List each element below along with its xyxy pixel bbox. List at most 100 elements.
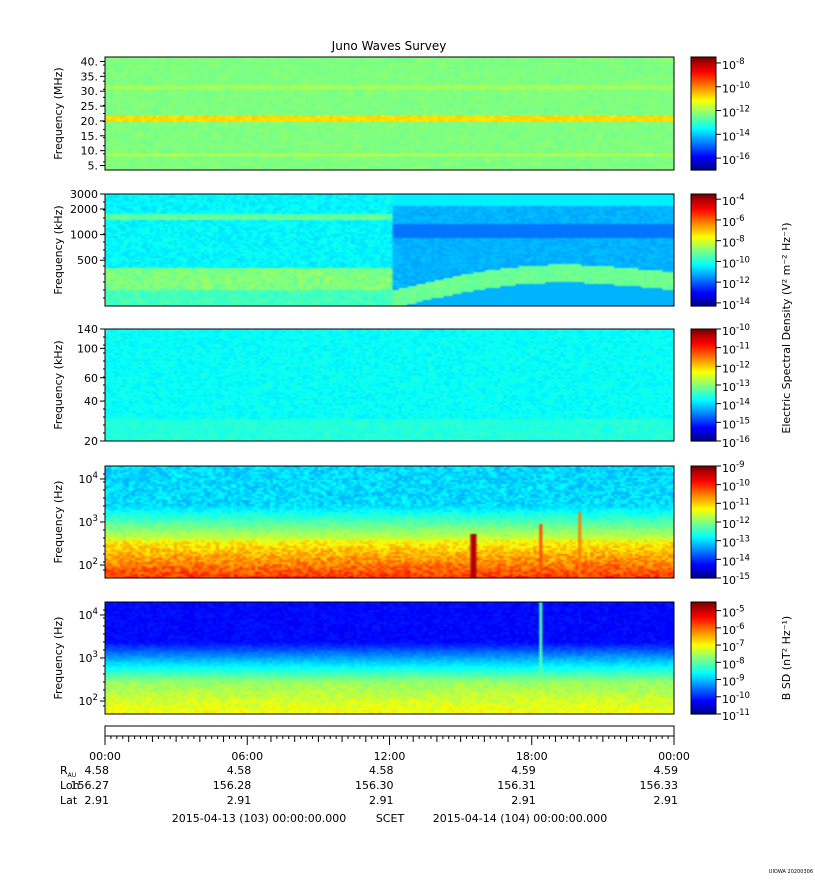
ephemeris-value: 2.91 [369,794,394,807]
colorbar-swatch [691,643,716,646]
colorbar-swatch [691,669,716,672]
colorbar-swatch [691,345,716,349]
colorbar-swatch [691,373,716,377]
y-tick-label: 60 [84,372,98,385]
colorbar-swatch [691,507,716,510]
colorbar: 10-9 10-10 10-11 10-12 10-13 10-14 10-15 [690,460,750,587]
colorbar-swatch [691,631,716,635]
colorbar-swatch [691,332,716,336]
colorbar-swatch [691,132,716,135]
colorbar-swatch [691,418,716,422]
colorbar-swatch [691,244,716,247]
colorbar-swatch [691,467,716,471]
colorbar-swatch [691,615,716,618]
colorbar-swatch [691,216,716,219]
colorbar-swatch [691,620,716,624]
colorbar-tick-label: 10-6 [722,622,745,637]
colorbar-swatch [691,700,716,704]
colorbar-swatch [691,342,716,345]
colorbar-swatch [691,329,716,332]
colorbar-swatch [691,520,716,523]
colorbar-swatch [691,667,716,670]
colorbar-swatch [691,136,716,139]
colorbar-swatch [691,680,716,683]
colorbar-swatch [691,139,716,143]
colorbar-swatch [691,168,716,171]
colorbar-swatch [691,300,716,303]
colorbar-swatch [691,79,716,83]
colorbar-swatch [691,242,716,245]
colorbar-swatch [691,646,716,650]
colorbar-swatch [691,388,716,392]
colorbar-swatch [691,278,716,281]
panels: 5. 10. 15. 20. 25. 30. 35. 40. Frequency (MHz) 10… [52,55,793,723]
colorbar-swatch [691,197,716,201]
colorbar-swatch [691,291,716,294]
colorbar-swatch [691,364,716,367]
colorbar-swatch [691,90,716,94]
colorbar-swatch [691,349,716,352]
colorbar-swatch [691,253,716,257]
colorbar-swatch [691,396,716,399]
y-tick-label: 40 [84,395,98,408]
colorbar-swatch [691,338,716,341]
colorbar-swatch [691,302,716,305]
colorbar-swatch [691,83,716,86]
colorbar-swatch [691,658,716,661]
colorbar-swatch [691,109,716,113]
colorbar-swatch [691,559,716,562]
colorbar-swatch [691,435,716,438]
colorbar-swatch [691,501,716,504]
colorbar-tick-label: 10-10 [722,323,750,338]
colorbar-tick-label: 10-12 [722,276,750,291]
colorbar-swatch [691,222,716,225]
y-tick-label: 104 [79,607,98,622]
ephemeris-value: 156.33 [640,779,679,792]
colorbar-swatch [691,199,716,203]
colorbar-swatch [691,401,716,405]
colorbar-swatch [691,370,716,373]
colorbar-swatch [691,379,716,382]
colorbar-swatch [691,57,716,60]
colorbar-swatch [691,207,716,210]
scet-start: 2015-04-13 (103) 00:00:00.000 [172,812,346,825]
colorbar-swatch [691,641,716,644]
colorbar-swatch [691,227,716,231]
colorbar-swatch [691,289,716,292]
y-tick-label: 5. [88,160,99,173]
colorbar-swatch [691,92,716,96]
ephemeris-value: 4.58 [85,764,110,777]
ephemeris-row-label: Lat [60,794,78,807]
colorbar-swatch [691,665,716,668]
y-tick-label: 3000 [70,188,98,201]
colorbar-swatch [691,672,716,676]
y-axis-label: Frequency (Hz) [52,617,65,700]
colorbar-swatch [691,437,716,440]
colorbar-swatch [691,706,716,709]
colorbar-swatch [691,702,716,706]
colorbar-swatch [691,633,716,637]
colorbar-swatch [691,475,716,478]
colorbar-swatch [691,548,716,551]
colorbar-swatch [691,105,716,109]
colorbar-swatch [691,616,716,620]
colorbar-swatch [691,147,716,150]
colorbar-swatch [691,671,716,674]
colorbar-swatch [691,605,716,609]
colorbar-swatch [691,659,716,663]
colorbar-swatch [691,499,716,503]
ephemeris-value: 4.58 [227,764,252,777]
colorbar-tick-label: 10-12 [722,105,750,120]
y-tick-label: 40. [81,55,99,68]
colorbar-swatch [691,431,716,435]
colorbar-swatch [691,439,716,442]
spectrogram-image [105,602,674,714]
colorbar-swatch [691,676,716,680]
colorbar-swatch [691,469,716,473]
colorbar-swatch [691,628,716,631]
colorbar-swatch [691,351,716,354]
ephemeris-value: 4.58 [369,764,394,777]
colorbar-swatch [691,294,716,298]
